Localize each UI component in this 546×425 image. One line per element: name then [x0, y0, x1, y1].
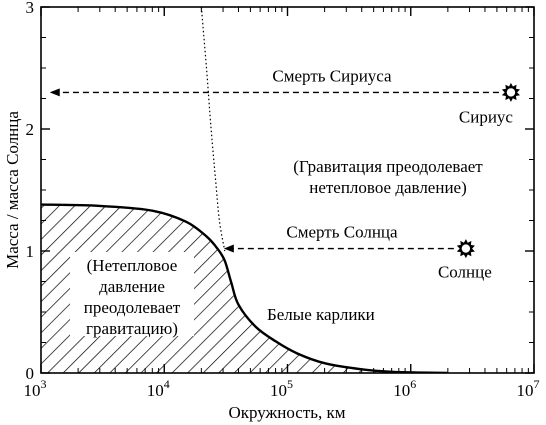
y-tick-label: 3 [26, 0, 35, 17]
nonthermal-region-label: (Нетепловое [87, 256, 178, 275]
x-tick-exponent: 7 [534, 377, 540, 391]
annotations [49, 82, 520, 259]
x-tick-label: 104 [147, 377, 170, 400]
x-axis-label: Окружность, км [228, 403, 345, 422]
x-tick-label: 103 [24, 377, 47, 400]
x-tick-exponent: 3 [41, 377, 47, 391]
x-tick-base: 10 [270, 381, 287, 400]
sun-star-icon [456, 239, 475, 259]
y-tick-label: 1 [26, 242, 35, 261]
nonthermal-region-label: гравитацию) [86, 319, 178, 338]
y-tick-label: 2 [26, 120, 35, 139]
white-dwarf-curve-label: Белые карлики [267, 305, 375, 324]
x-tick-base: 10 [393, 381, 410, 400]
region-label-background [70, 252, 194, 336]
text-labels: Смерть Сириуса Сириус Смерть Солнца Солнце (… [70, 66, 513, 338]
star-core [506, 88, 516, 97]
x-tick-exponent: 6 [410, 377, 416, 391]
sun-label: Солнце [438, 263, 492, 282]
nonthermal-region-label: давление [99, 277, 165, 296]
sun-death-label: Смерть Солнца [286, 223, 398, 242]
x-tick-label: 106 [393, 377, 416, 400]
white-dwarf-curve [41, 203, 448, 373]
sirius-star-icon [501, 82, 520, 102]
x-tick-exponent: 5 [287, 377, 293, 391]
x-tick-label: 107 [517, 377, 540, 400]
y-axis-label: Масса / масса Солнца [3, 111, 22, 269]
plot-series [41, 7, 448, 373]
x-tick-base: 10 [24, 381, 41, 400]
x-tick-exponent: 4 [164, 377, 170, 391]
gravity-region-label: (Гравитация преодолевает [293, 157, 483, 176]
sirius-death-label: Смерть Сириуса [272, 66, 392, 85]
x-tick-base: 10 [517, 381, 534, 400]
star-core [461, 244, 471, 253]
nonthermal-region-label: преодолевает [84, 298, 181, 317]
dotted-boundary-line [200, 7, 226, 252]
gravity-region-label: нетепловое давление) [309, 178, 467, 197]
x-tick-label: 105 [270, 377, 293, 400]
sirius-label: Сириус [459, 107, 514, 126]
y-tick-label: 0 [26, 364, 35, 383]
x-tick-base: 10 [147, 381, 164, 400]
